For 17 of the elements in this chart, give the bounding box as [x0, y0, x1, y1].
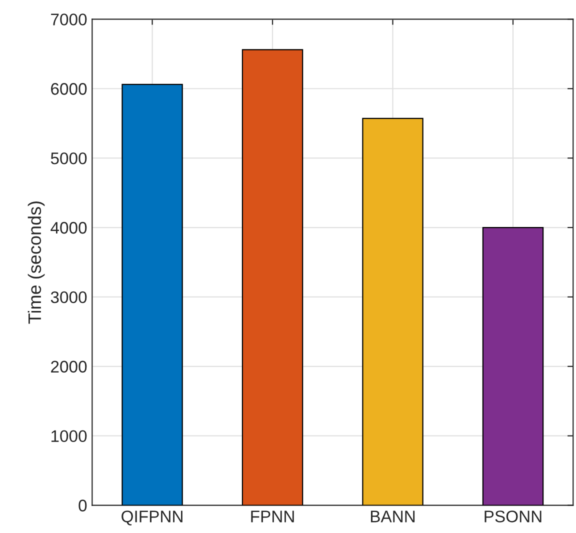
x-tick-label: PSONN — [484, 510, 542, 522]
bar — [122, 84, 183, 506]
y-tick-label: 5000 — [50, 152, 87, 164]
y-tick-label: 2000 — [51, 360, 87, 373]
x-tick-label: FPNN — [251, 510, 294, 522]
y-axis-title: Time (seconds) — [28, 201, 45, 324]
y-tick-label: 4000 — [50, 222, 87, 234]
bar — [242, 49, 304, 506]
x-tick-label: BANN — [370, 510, 415, 522]
bar — [362, 118, 424, 506]
x-tick-label: QIFPNN — [122, 510, 182, 526]
bar — [482, 226, 544, 506]
y-tick-label: 7000 — [51, 14, 87, 26]
y-tick-label: 1000 — [51, 430, 87, 442]
y-tick-label: 3000 — [50, 291, 87, 304]
y-tick-label: 6000 — [51, 83, 87, 95]
y-tick-label: 0 — [78, 500, 87, 512]
